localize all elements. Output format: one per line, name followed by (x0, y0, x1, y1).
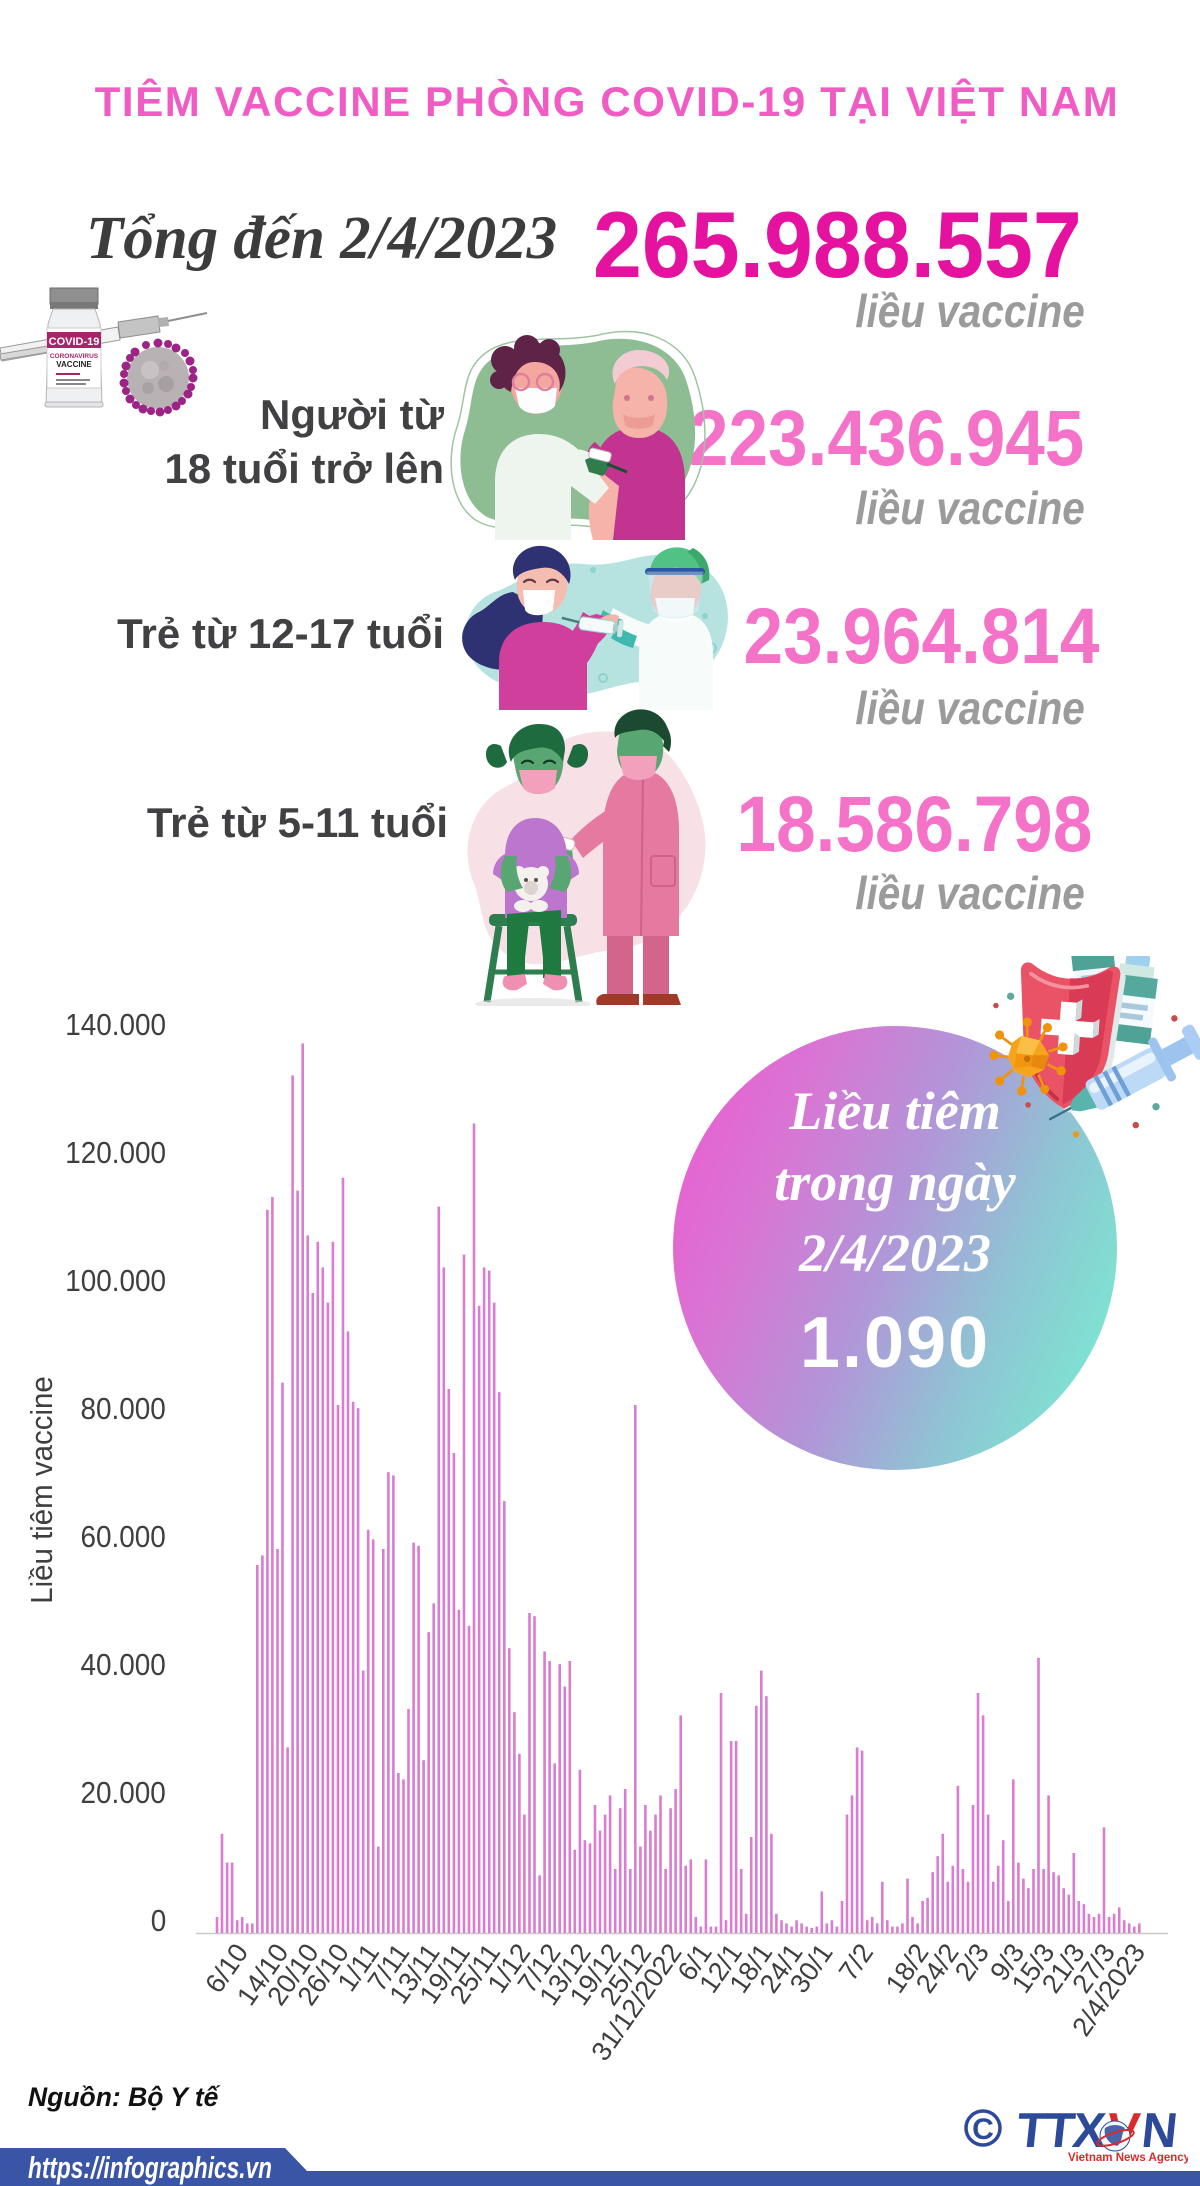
svg-text:COVID-19: COVID-19 (49, 336, 100, 348)
svg-text:CORONAVIRUS: CORONAVIRUS (50, 353, 99, 360)
svg-text:7/2: 7/2 (833, 1938, 879, 1986)
svg-text:N: N (1139, 2104, 1178, 2158)
svg-text:Vietnam News Agency: Vietnam News Agency (1068, 2152, 1188, 2164)
svg-text:TTX: TTX (1014, 2104, 1108, 2158)
svg-text:VACCINE: VACCINE (56, 360, 92, 369)
svg-text:C: C (972, 2113, 994, 2146)
